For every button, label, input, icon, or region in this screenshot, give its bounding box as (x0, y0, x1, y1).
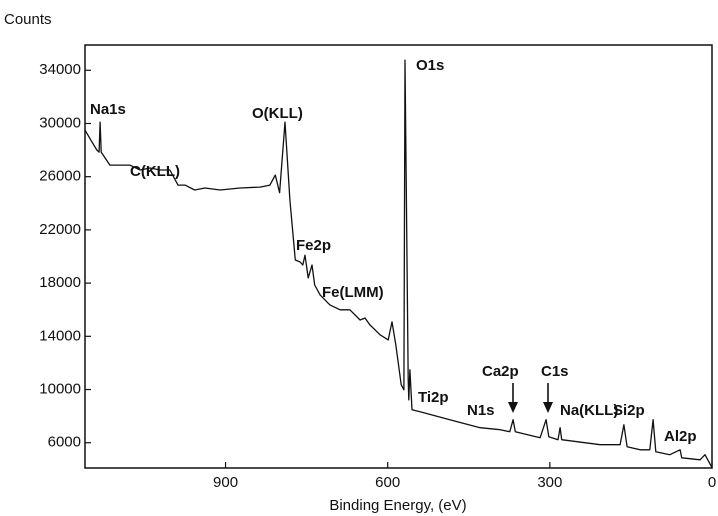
peak-label: O(KLL) (252, 105, 303, 122)
x-tick-label: 300 (537, 474, 562, 491)
y-tick-label: 10000 (39, 380, 81, 397)
x-tick-label: 0 (708, 474, 716, 491)
peak-label: Ti2p (418, 389, 449, 406)
y-tick-label: 6000 (48, 434, 81, 451)
peak-label: Si2p (613, 402, 645, 419)
peak-label: C(KLL) (130, 163, 180, 180)
spectrum-line (84, 59, 713, 469)
y-tick-label: 14000 (39, 327, 81, 344)
x-axis-label: Binding Energy, (eV) (329, 497, 466, 514)
y-tick-label: 22000 (39, 221, 81, 238)
y-tick-label: 34000 (39, 61, 81, 78)
peak-label: Fe(LMM) (322, 284, 384, 301)
peak-label: Ca2p (482, 363, 519, 380)
y-tick-label: 26000 (39, 168, 81, 185)
y-tick-label: 18000 (39, 274, 81, 291)
peak-label: C1s (541, 363, 569, 380)
arrow-head (543, 402, 553, 413)
peak-label: Al2p (664, 428, 697, 445)
peak-label: Na(KLL) (560, 402, 618, 419)
plot-frame (84, 44, 713, 469)
arrow-head (508, 402, 518, 413)
peak-label: N1s (467, 402, 495, 419)
peak-label: Fe2p (296, 237, 331, 254)
y-axis-label: Counts (4, 11, 52, 28)
y-tick-label: 30000 (39, 114, 81, 131)
x-tick-label: 900 (213, 474, 238, 491)
peak-label: Na1s (90, 101, 126, 118)
x-tick-label: 600 (375, 474, 400, 491)
peak-label: O1s (416, 57, 444, 74)
